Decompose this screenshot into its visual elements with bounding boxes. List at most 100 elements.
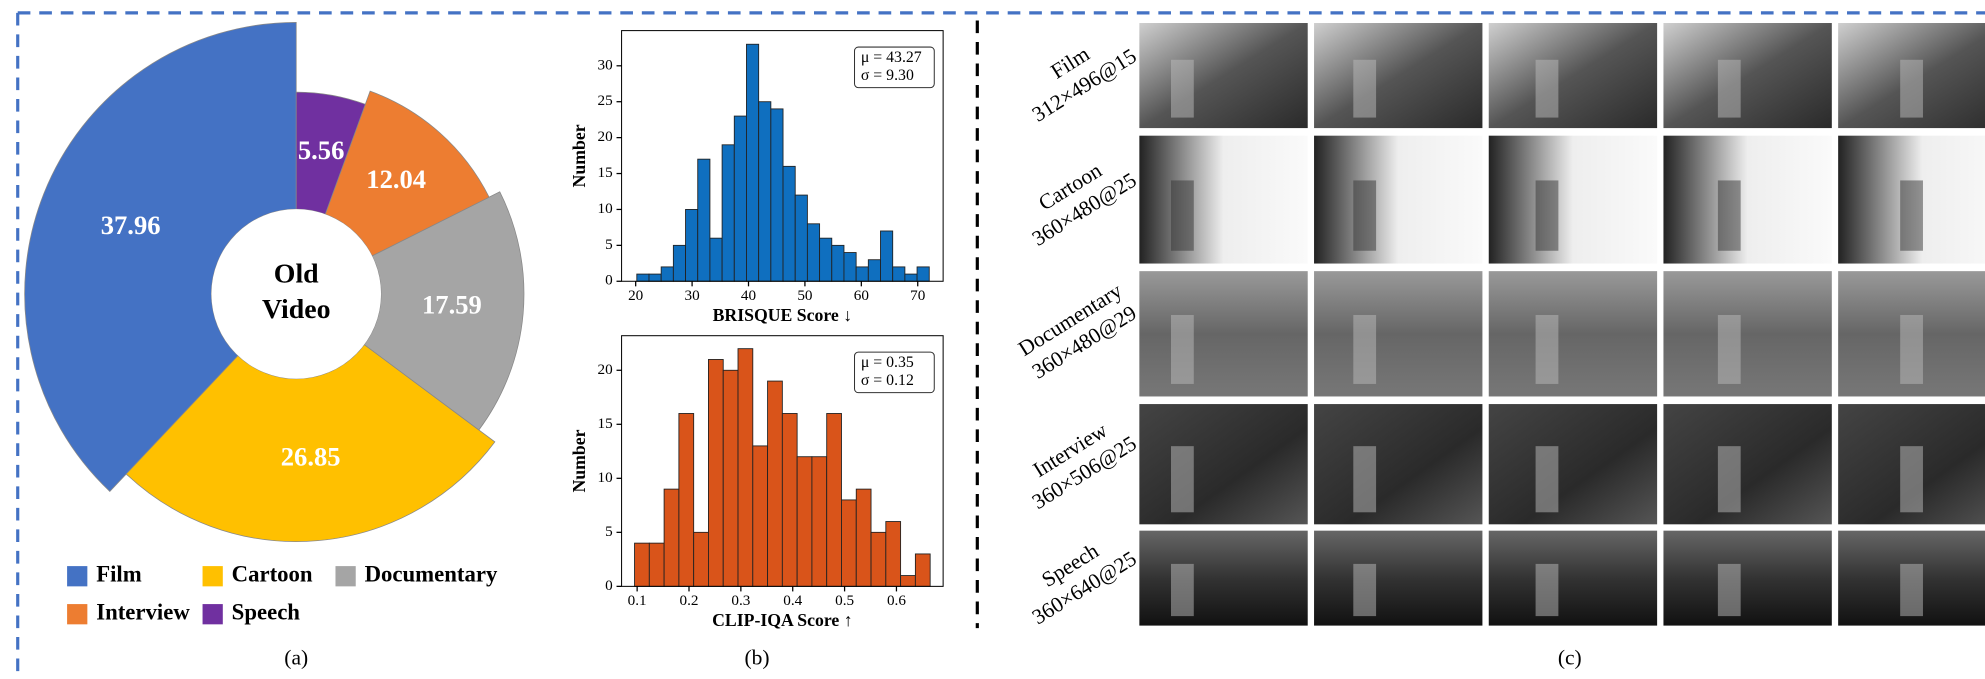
histogram-bar bbox=[768, 381, 783, 586]
histogram-bar bbox=[893, 267, 905, 281]
x-tick-label: 0.6 bbox=[887, 592, 906, 609]
histogram-bar bbox=[820, 238, 832, 281]
video-frame-detail bbox=[1536, 564, 1559, 616]
histogram-bar bbox=[708, 359, 723, 586]
legend-label: Cartoon bbox=[232, 561, 313, 586]
histogram-bar bbox=[698, 159, 710, 281]
video-frame bbox=[1314, 404, 1482, 524]
video-frame-detail bbox=[1353, 60, 1376, 118]
annotation: σ = 0.12 bbox=[861, 372, 914, 389]
video-frame bbox=[1663, 23, 1831, 128]
x-tick-label: 20 bbox=[628, 287, 644, 304]
video-frame-detail bbox=[1900, 315, 1923, 384]
histogram-bar bbox=[649, 543, 664, 586]
histogram-bar bbox=[679, 413, 694, 586]
histogram-bar bbox=[753, 446, 768, 586]
histogram-bar bbox=[901, 576, 916, 587]
histogram-bar bbox=[738, 349, 753, 587]
x-axis-label: CLIP-IQA Score ↑ bbox=[712, 610, 852, 630]
y-tick-label: 25 bbox=[598, 92, 613, 109]
video-frame bbox=[1314, 531, 1482, 626]
panel-caption: (c) bbox=[1558, 646, 1582, 670]
histogram-bar bbox=[905, 274, 917, 281]
y-tick-label: 30 bbox=[598, 56, 614, 73]
histogram-bar bbox=[661, 267, 673, 281]
video-frame-detail bbox=[1900, 180, 1923, 250]
annotation: μ = 0.35 bbox=[861, 354, 914, 371]
histogram-bar bbox=[722, 145, 734, 281]
video-frame-detail bbox=[1900, 60, 1923, 118]
value-label: 12.04 bbox=[366, 164, 426, 194]
y-axis-label: Number bbox=[569, 429, 589, 492]
sample-label: Film312×496@15 bbox=[1014, 21, 1141, 126]
histogram-bar bbox=[841, 500, 856, 586]
histogram-bar bbox=[734, 116, 746, 281]
panel-caption: (b) bbox=[744, 646, 769, 670]
value-label: 5.56 bbox=[298, 135, 345, 165]
video-frame bbox=[1139, 531, 1307, 626]
page: {"chart_data":[ {"type":"pie","categorie… bbox=[0, 0, 1985, 679]
histogram-bar bbox=[664, 489, 679, 586]
histogram-bar bbox=[710, 238, 722, 281]
histogram-bar bbox=[686, 209, 698, 281]
x-tick-label: 0.2 bbox=[680, 592, 699, 609]
annotation: μ = 43.27 bbox=[861, 49, 922, 66]
histogram-bar bbox=[795, 195, 807, 281]
legend-label: Film bbox=[96, 561, 142, 586]
histogram-bar bbox=[807, 224, 819, 281]
video-frame bbox=[1663, 136, 1831, 264]
x-tick-label: 70 bbox=[910, 287, 926, 304]
y-tick-label: 5 bbox=[605, 523, 613, 540]
video-frame bbox=[1139, 23, 1307, 128]
video-frame bbox=[1489, 531, 1657, 626]
histogram-bar bbox=[637, 274, 649, 281]
histogram-bar bbox=[844, 253, 856, 282]
histogram-bar bbox=[694, 532, 709, 586]
x-tick-label: 0.1 bbox=[628, 592, 647, 609]
x-tick-label: 0.4 bbox=[783, 592, 802, 609]
value-label: 37.96 bbox=[101, 210, 161, 240]
video-frame bbox=[1489, 404, 1657, 524]
histogram-bar bbox=[871, 532, 886, 586]
annotation: σ = 9.30 bbox=[861, 67, 914, 84]
y-axis-label: Number bbox=[569, 124, 589, 187]
legend-swatch bbox=[67, 604, 87, 624]
video-frame bbox=[1663, 404, 1831, 524]
video-frame-detail bbox=[1536, 180, 1559, 250]
video-frame bbox=[1663, 271, 1831, 396]
histogram-bar bbox=[886, 522, 901, 587]
histogram-bar bbox=[832, 245, 844, 281]
y-tick-label: 0 bbox=[605, 272, 613, 289]
x-tick-label: 50 bbox=[797, 287, 813, 304]
histogram-bar bbox=[783, 166, 795, 281]
video-frame bbox=[1489, 23, 1657, 128]
histogram-bar bbox=[746, 44, 758, 281]
video-frame-detail bbox=[1718, 60, 1741, 118]
value-label: 26.85 bbox=[281, 442, 341, 472]
video-frame bbox=[1489, 271, 1657, 396]
y-tick-label: 5 bbox=[605, 236, 613, 253]
video-frame bbox=[1139, 136, 1307, 264]
histogram-bar bbox=[915, 554, 930, 586]
video-frame-detail bbox=[1171, 180, 1194, 250]
histogram-bar bbox=[759, 102, 771, 282]
y-tick-label: 20 bbox=[598, 128, 614, 145]
legend-swatch bbox=[67, 566, 87, 586]
histogram-bar bbox=[856, 267, 868, 281]
x-axis-label: BRISQUE Score ↓ bbox=[713, 305, 852, 325]
video-frame-detail bbox=[1171, 315, 1194, 384]
center-label: Video bbox=[262, 294, 331, 325]
video-frame-detail bbox=[1353, 180, 1376, 250]
figure: (a) (b) (c) 37.9626.8517.5912.045.56OldV… bbox=[0, 0, 1985, 679]
video-frame-detail bbox=[1718, 180, 1741, 250]
histogram-bar bbox=[723, 370, 738, 586]
center-label: Old bbox=[274, 259, 319, 290]
histogram-bar bbox=[673, 245, 685, 281]
video-frame-detail bbox=[1171, 60, 1194, 118]
histogram-bar bbox=[917, 267, 929, 281]
legend-swatch bbox=[335, 566, 355, 586]
histogram-bar bbox=[856, 489, 871, 586]
histogram-bar bbox=[812, 457, 827, 587]
